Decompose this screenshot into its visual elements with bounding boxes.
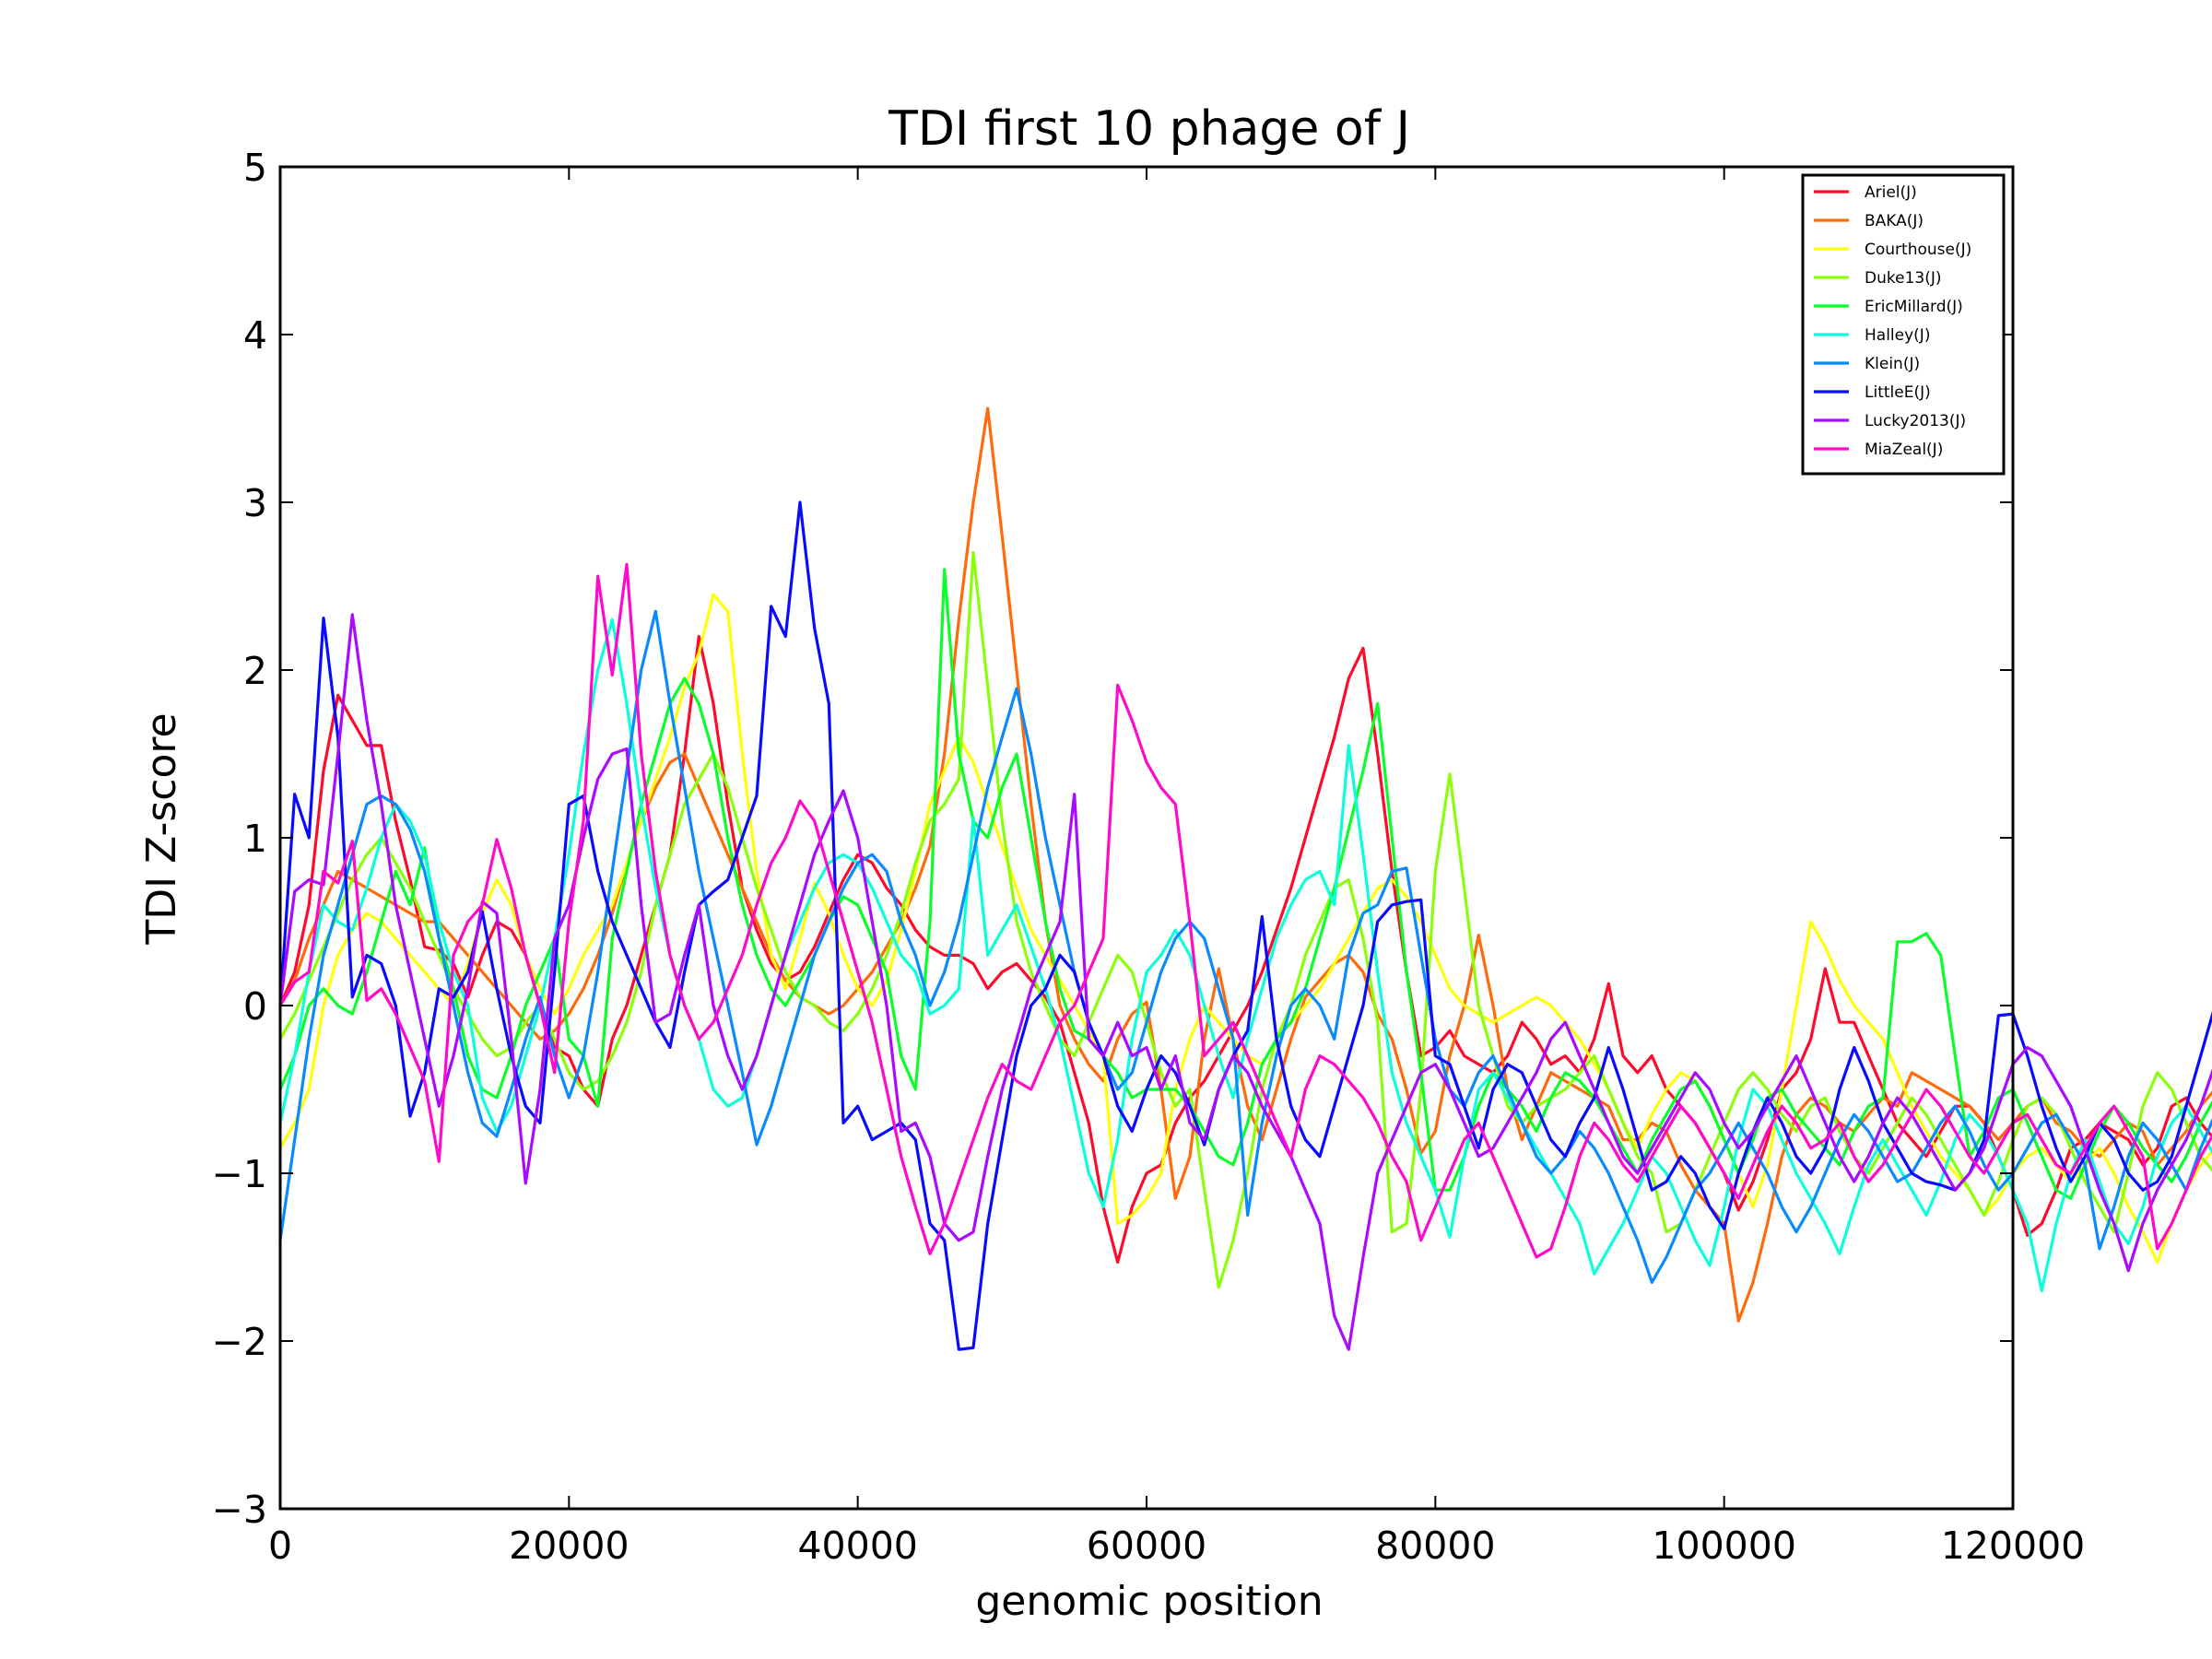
x-tick-label: 100000: [1652, 1524, 1796, 1568]
legend-label: Ariel(J): [1865, 183, 1917, 202]
legend-label: LittleE(J): [1865, 383, 1931, 402]
legend-label: Duke13(J): [1865, 269, 1941, 288]
series-line-9: [278, 613, 2212, 1351]
y-axis-label: TDI Z-score: [138, 712, 185, 945]
x-tick-label: 20000: [509, 1524, 629, 1568]
legend-label: EricMillard(J): [1865, 298, 1963, 316]
y-tick-label: 4: [243, 313, 267, 358]
series-line-7: [278, 609, 2212, 1284]
y-tick-label: 3: [243, 481, 267, 525]
y-tick-label: 5: [243, 146, 267, 190]
legend-label: MiaZeal(J): [1865, 441, 1943, 459]
series-line-10: [278, 562, 2212, 1259]
y-tick-label: −1: [212, 1152, 267, 1196]
x-tick-label: 0: [268, 1524, 292, 1568]
legend-label: BAKA(J): [1865, 212, 1924, 230]
x-tick-label: 80000: [1375, 1524, 1495, 1568]
legend-box: [1801, 173, 2006, 476]
plot-frame: [278, 165, 2015, 1511]
y-tick-label: 2: [243, 649, 267, 693]
series-layer: [278, 406, 2212, 1351]
legend-label: Klein(J): [1865, 355, 1920, 373]
series-line-6: [278, 618, 2212, 1293]
legend-label: Halley(J): [1865, 326, 1930, 345]
x-tick-label: 40000: [797, 1524, 917, 1568]
legend-label: Courthouse(J): [1865, 241, 1971, 259]
y-tick-label: −3: [212, 1488, 267, 1532]
y-tick-label: 1: [243, 817, 267, 861]
legend-label: Lucky2013(J): [1865, 412, 1966, 430]
chart-title: TDI first 10 phage of J: [888, 101, 1410, 157]
y-tick-label: 0: [243, 984, 267, 1029]
axis-ticks: 0 20000 40000 60000 80000 100000 120000 −3 −2 −1 0…: [212, 146, 2086, 1568]
series-line-4: [278, 550, 2212, 1289]
x-tick-label: 60000: [1087, 1524, 1206, 1568]
x-axis-label: genomic position: [975, 1578, 1323, 1625]
legend: Ariel(J) BAKA(J) Courthouse(J) Duke13(J) Eri…: [1801, 173, 2006, 476]
y-tick-label: −2: [212, 1320, 267, 1364]
x-tick-label: 120000: [1941, 1524, 2086, 1568]
series-line-5: [278, 568, 2212, 1200]
